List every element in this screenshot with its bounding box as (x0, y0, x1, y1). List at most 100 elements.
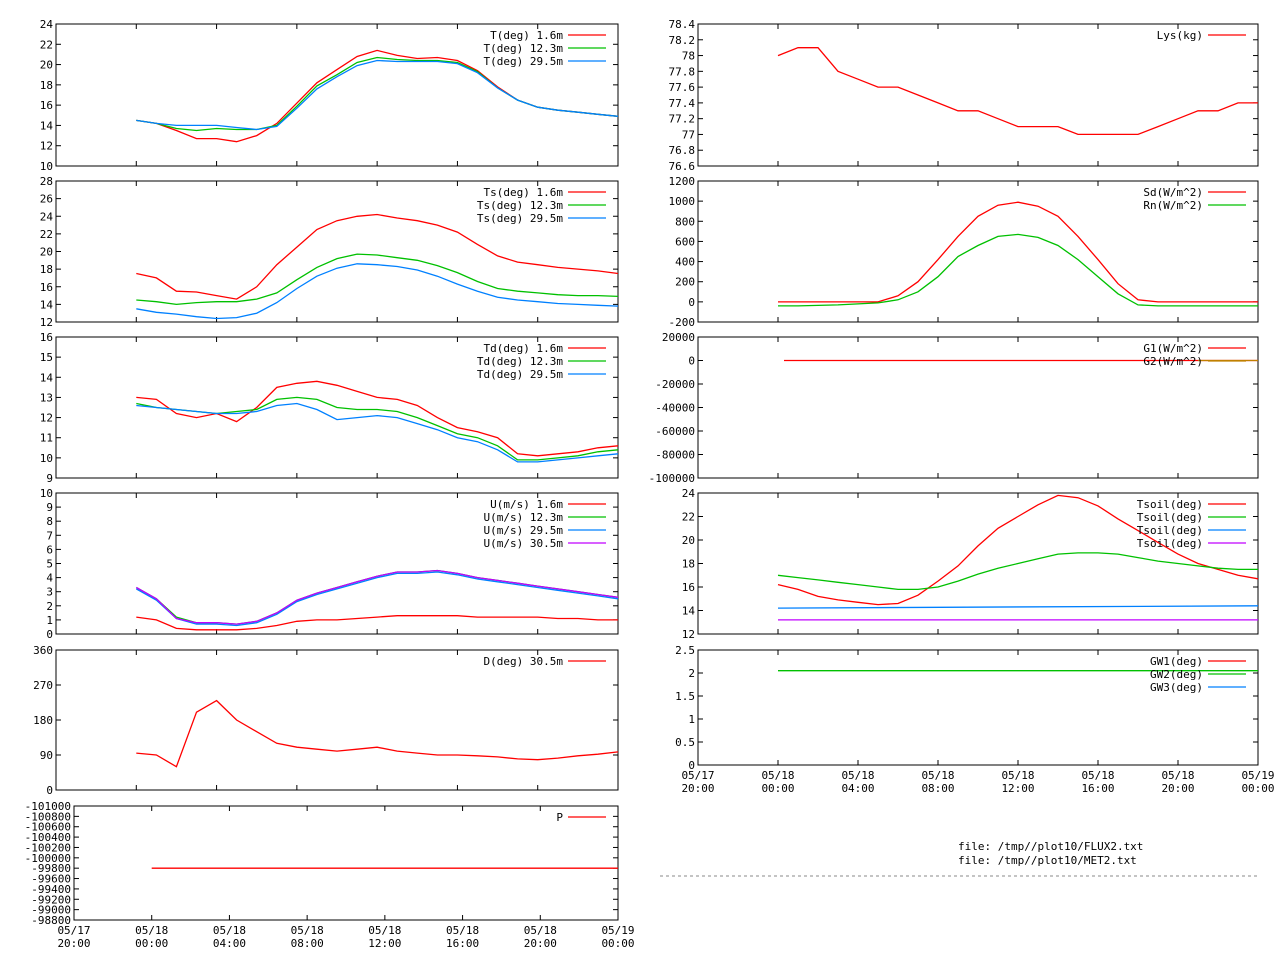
legend-label: G2(W/m^2) (1143, 355, 1203, 368)
y-tick-label: 2 (46, 600, 53, 613)
y-tick-label: 24 (40, 210, 54, 223)
y-tick-label: 6 (46, 543, 53, 556)
y-tick-label: -98800 (31, 914, 71, 927)
x-tick-time: 20:00 (57, 937, 90, 950)
x-tick-date: 05/19 (1241, 769, 1274, 782)
y-tick-label: 2 (688, 667, 695, 680)
x-tick-date: 05/18 (135, 924, 168, 937)
y-tick-label: -99400 (31, 883, 71, 896)
x-tick-time: 20:00 (524, 937, 557, 950)
series-line (777, 552, 1258, 591)
y-tick-label: 12 (40, 316, 53, 329)
series-line (136, 263, 619, 320)
y-tick-label: 77 (682, 128, 695, 141)
x-tick-time: 04:00 (213, 937, 246, 950)
y-tick-label: -40000 (655, 402, 695, 415)
chart-panel-8: 1200 1000 800 600 400 200 0 -200 Sd(W/m^2)Rn(W/m… (669, 175, 1259, 329)
y-tick-label: 10 (40, 487, 53, 500)
y-tick-label: 10 (40, 160, 53, 173)
y-tick-label: 2.5 (675, 644, 695, 657)
legend-label: Lys(kg) (1157, 29, 1203, 42)
chart-panel-10: 24222018161412Tsoil(deg)Tsoil(deg)Tsoil(… (682, 487, 1259, 641)
y-tick-label: 26 (40, 193, 53, 206)
y-tick-label: 1000 (669, 195, 696, 208)
x-tick-time: 16:00 (1081, 782, 1114, 795)
chart-panel-5: 360 270 180 90 0 D(deg) 30.5m (33, 644, 619, 797)
y-tick-label: 24 (40, 18, 54, 31)
plot-frame (697, 649, 1259, 766)
legend-label: U(m/s) 1.6m (490, 498, 563, 511)
series-line (777, 47, 1258, 136)
legend-label: T(deg) 12.3m (484, 42, 564, 55)
y-tick-label: 10 (40, 452, 53, 465)
y-tick-label: 16 (682, 581, 695, 594)
legend-label: Td(deg) 12.3m (477, 355, 563, 368)
y-tick-label: 400 (675, 256, 695, 269)
series-line (136, 59, 619, 131)
y-tick-label: -100600 (25, 821, 71, 834)
x-tick-date: 05/18 (841, 769, 874, 782)
legend-label: P (556, 811, 563, 824)
series-line (135, 569, 619, 625)
y-tick-label: 20000 (662, 331, 695, 344)
y-tick-label: 5 (46, 558, 53, 571)
series-line (135, 571, 619, 627)
legend-label: Tsoil(deg) (1137, 537, 1203, 550)
y-tick-label: 12 (40, 140, 53, 153)
legend-label: T(deg) 1.6m (490, 29, 563, 42)
series-line (778, 201, 1258, 303)
y-tick-label: 78.4 (669, 18, 696, 31)
y-tick-label: 0 (688, 296, 695, 309)
x-tick-time: 00:00 (1241, 782, 1274, 795)
plot-frame (55, 336, 619, 479)
y-tick-label: 14 (40, 371, 54, 384)
plot-frame (55, 649, 619, 791)
y-tick-label: 16 (40, 281, 53, 294)
legend-label: T(deg) 29.5m (484, 55, 564, 68)
legend-label: Ts(deg) 1.6m (484, 186, 564, 199)
x-tick-time: 12:00 (1001, 782, 1034, 795)
y-tick-label: 76.8 (669, 144, 696, 157)
chart-panel-11: 2.521.510.5005/1720:0005/1800:0005/1804:… (675, 644, 1274, 795)
legend-label: D(deg) 30.5m (484, 655, 564, 668)
y-tick-label: 12 (40, 412, 53, 425)
x-tick-date: 05/17 (681, 769, 714, 782)
x-tick-time: 00:00 (761, 782, 794, 795)
y-tick-label: 14 (40, 119, 54, 132)
x-tick-date: 05/18 (1161, 769, 1194, 782)
y-tick-label: 78 (682, 50, 695, 63)
y-tick-label: 22 (40, 38, 53, 51)
chart-panel-6: -101000-100800-100600-100400-100200-1000… (25, 800, 635, 950)
y-tick-label: 18 (40, 263, 53, 276)
legend-label: Tsoil(deg) (1137, 498, 1203, 511)
y-tick-label: 13 (40, 391, 53, 404)
x-tick-date: 05/17 (57, 924, 90, 937)
y-tick-label: 1.5 (675, 690, 695, 703)
y-tick-label: 16 (40, 331, 53, 344)
x-tick-time: 12:00 (368, 937, 401, 950)
y-tick-label: 77.6 (669, 81, 696, 94)
y-tick-label: 77.8 (669, 65, 696, 78)
legend-label: GW2(deg) (1150, 668, 1203, 681)
y-tick-label: -80000 (655, 449, 695, 462)
x-tick-date: 05/18 (291, 924, 324, 937)
chart-panel-1: 24 22 20 18 16 14 12 10 T(deg) 1.6mT(deg) 12.3mT… (40, 18, 619, 173)
y-tick-label: 180 (33, 714, 53, 727)
y-tick-label: 800 (675, 215, 695, 228)
series-line (136, 699, 619, 768)
y-tick-label: 16 (40, 99, 53, 112)
file-label-met: file: /tmp//plot10/MET2.txt (958, 854, 1137, 867)
x-tick-date: 05/18 (213, 924, 246, 937)
x-tick-time: 20:00 (1161, 782, 1194, 795)
x-tick-time: 08:00 (291, 937, 324, 950)
series-line (135, 569, 619, 625)
x-tick-time: 04:00 (841, 782, 874, 795)
y-tick-label: 200 (675, 276, 695, 289)
legend-label: Td(deg) 1.6m (484, 342, 564, 355)
y-tick-label: 11 (40, 432, 53, 445)
x-tick-date: 05/18 (1001, 769, 1034, 782)
y-tick-label: 77.2 (669, 113, 696, 126)
y-tick-label: 12 (682, 628, 695, 641)
series-line (136, 396, 619, 461)
